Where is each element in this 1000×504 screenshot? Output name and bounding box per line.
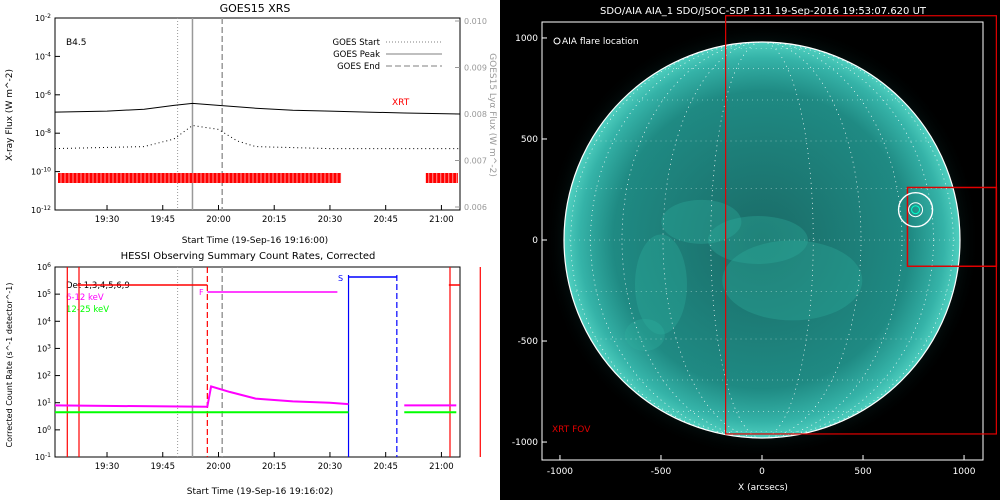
goes-y-tick-label: 10-12 — [31, 205, 51, 215]
aia-y-tick-label: 1000 — [515, 34, 538, 44]
hessi-x-tick-label: 20:30 — [318, 462, 343, 472]
goes-x-tick-label: 21:00 — [429, 215, 454, 225]
hessi-legend-label: 12-25 keV — [66, 305, 109, 315]
hessi-plot-frame — [54, 266, 461, 458]
hessi-x-tick-label: 20:15 — [262, 462, 287, 472]
goes-x-tick-label: 19:30 — [95, 215, 120, 225]
aia-flare-contour — [911, 205, 921, 215]
aia-active-region — [707, 216, 808, 264]
aia-image: SDO/AIA AIA_1 SDO/JSOC-SDP 131 19-Sep-20… — [512, 6, 998, 493]
hessi-y-tick-label: 101 — [37, 398, 51, 408]
goes-legend-label: GOES End — [337, 62, 380, 72]
aia-active-region — [661, 199, 742, 244]
hessi-x-tick-label: 21:00 — [429, 462, 454, 472]
hessi-y-tick-label: 106 — [37, 262, 51, 272]
hessi-y-label: Corrected Count Rate (s^-1 detector^-1) — [5, 282, 14, 447]
hessi-legend-label: Det 1,3,4,5,6,9 — [66, 281, 130, 291]
goes-y-tick-label: 10-8 — [35, 128, 51, 138]
aia-lon-line — [662, 41, 862, 439]
goes-xrt-bar — [425, 173, 458, 183]
hessi-y-tick-label: 105 — [37, 289, 51, 299]
goes-x-tick-label: 20:30 — [318, 215, 343, 225]
aia-legend-marker — [553, 37, 561, 45]
aia-flare-circle — [897, 191, 934, 228]
goes-y-tick-label: 10-10 — [31, 167, 51, 177]
hessi-y-tick-label: 10-1 — [35, 452, 51, 462]
hessi-x-tick-label: 19:45 — [151, 462, 176, 472]
goes-x-tick-label: 20:00 — [206, 215, 231, 225]
goes-y-tick-label: 10-2 — [35, 13, 51, 23]
aia-x-tick-label: 1000 — [953, 467, 976, 477]
hessi-x-label: Start Time (19-Sep-16 19:16:02) — [187, 487, 333, 497]
aia-active-region — [634, 234, 687, 335]
goes-short-channel-line — [54, 124, 460, 150]
hessi-legend-label: 6-12 keV — [66, 293, 104, 303]
hessi-y-tick-label: 102 — [37, 371, 51, 381]
aia-lon-line — [710, 41, 814, 439]
right-panel: SDO/AIA AIA_1 SDO/JSOC-SDP 131 19-Sep-20… — [500, 0, 1000, 500]
hessi-y-tick-label: 104 — [37, 316, 51, 326]
goes-y2-tick-label: 0.006 — [464, 203, 487, 212]
hessi-series-6-12-keV — [54, 385, 349, 408]
aia-x-tick-label: 500 — [854, 467, 871, 477]
goes-x-label: Start Time (19-Sep-16 19:16:00) — [182, 236, 328, 246]
hessi-flag-f: F — [199, 288, 204, 297]
aia-flare-inner — [908, 202, 924, 218]
aia-x-tick-label: -500 — [651, 467, 672, 477]
goes-x-tick-label: 20:15 — [262, 215, 287, 225]
goes-legend-label: GOES Start — [332, 38, 380, 48]
aia-title: SDO/AIA AIA_1 SDO/JSOC-SDP 131 19-Sep-20… — [600, 6, 927, 17]
aia-legend-label: AIA flare location — [562, 37, 639, 47]
aia-active-region — [722, 240, 863, 321]
hessi-x-tick-label: 20:00 — [206, 462, 231, 472]
aia-y-tick-label: -1000 — [512, 438, 538, 448]
hessi-y-tick-label: 103 — [37, 343, 51, 353]
aia-x-tick-label: -1000 — [547, 467, 573, 477]
goes-long-channel-line — [54, 102, 461, 115]
aia-fov-label: XRT FOV — [552, 425, 591, 435]
goes-class-label: B4.5 — [66, 38, 87, 48]
aia-y-tick-label: -500 — [518, 337, 539, 347]
goes-y2-tick-label: 0.010 — [464, 17, 487, 26]
hessi-chart: HESSI Observing Summary Count Rates, Cor… — [5, 251, 481, 497]
aia-y-tick-label: 500 — [521, 135, 538, 145]
goes-xrt-bar — [58, 173, 342, 183]
goes-y-tick-label: 10-4 — [35, 51, 51, 61]
aia-active-region — [624, 318, 665, 351]
aia-zoom-box — [906, 186, 998, 268]
aia-lon-line — [621, 41, 903, 439]
aia-x-label: X (arcsecs) — [738, 483, 788, 493]
goes-x-tick-label: 20:45 — [373, 215, 398, 225]
goes-title: GOES15 XRS — [220, 2, 291, 15]
hessi-x-tick-label: 19:30 — [95, 462, 120, 472]
hessi-title: HESSI Observing Summary Count Rates, Cor… — [121, 251, 376, 262]
goes-y2-tick-label: 0.007 — [464, 157, 487, 166]
hessi-y-tick-label: 100 — [37, 425, 51, 435]
goes-y2-tick-label: 0.009 — [464, 64, 487, 73]
goes-y2-label: GOES15 Lyα Flux (W m^-2) — [487, 53, 497, 177]
hessi-x-tick-label: 20:45 — [373, 462, 398, 472]
aia-x-tick-label: 0 — [759, 467, 765, 477]
goes-y-label: X-ray Flux (W m^-2) — [5, 69, 15, 161]
goes-xrt-label: XRT — [392, 98, 410, 108]
goes-legend-label: GOES Peak — [333, 50, 380, 60]
aia-y-tick-label: 0 — [532, 236, 538, 246]
left-panel: GOES15 XRS B4.5 GOES Start GOES Peak GOES … — [0, 0, 500, 500]
goes-y-tick-label: 10-6 — [35, 90, 51, 100]
hessi-flag-s: S — [338, 274, 343, 283]
goes-x-tick-label: 19:45 — [151, 215, 176, 225]
goes-legend: GOES Start GOES Peak GOES End — [332, 38, 442, 72]
goes-y2-tick-label: 0.008 — [464, 110, 487, 119]
aia-limb — [563, 41, 961, 439]
hessi-legend: Det 1,3,4,5,6,9 6-12 keV 12-25 keV — [66, 281, 130, 315]
